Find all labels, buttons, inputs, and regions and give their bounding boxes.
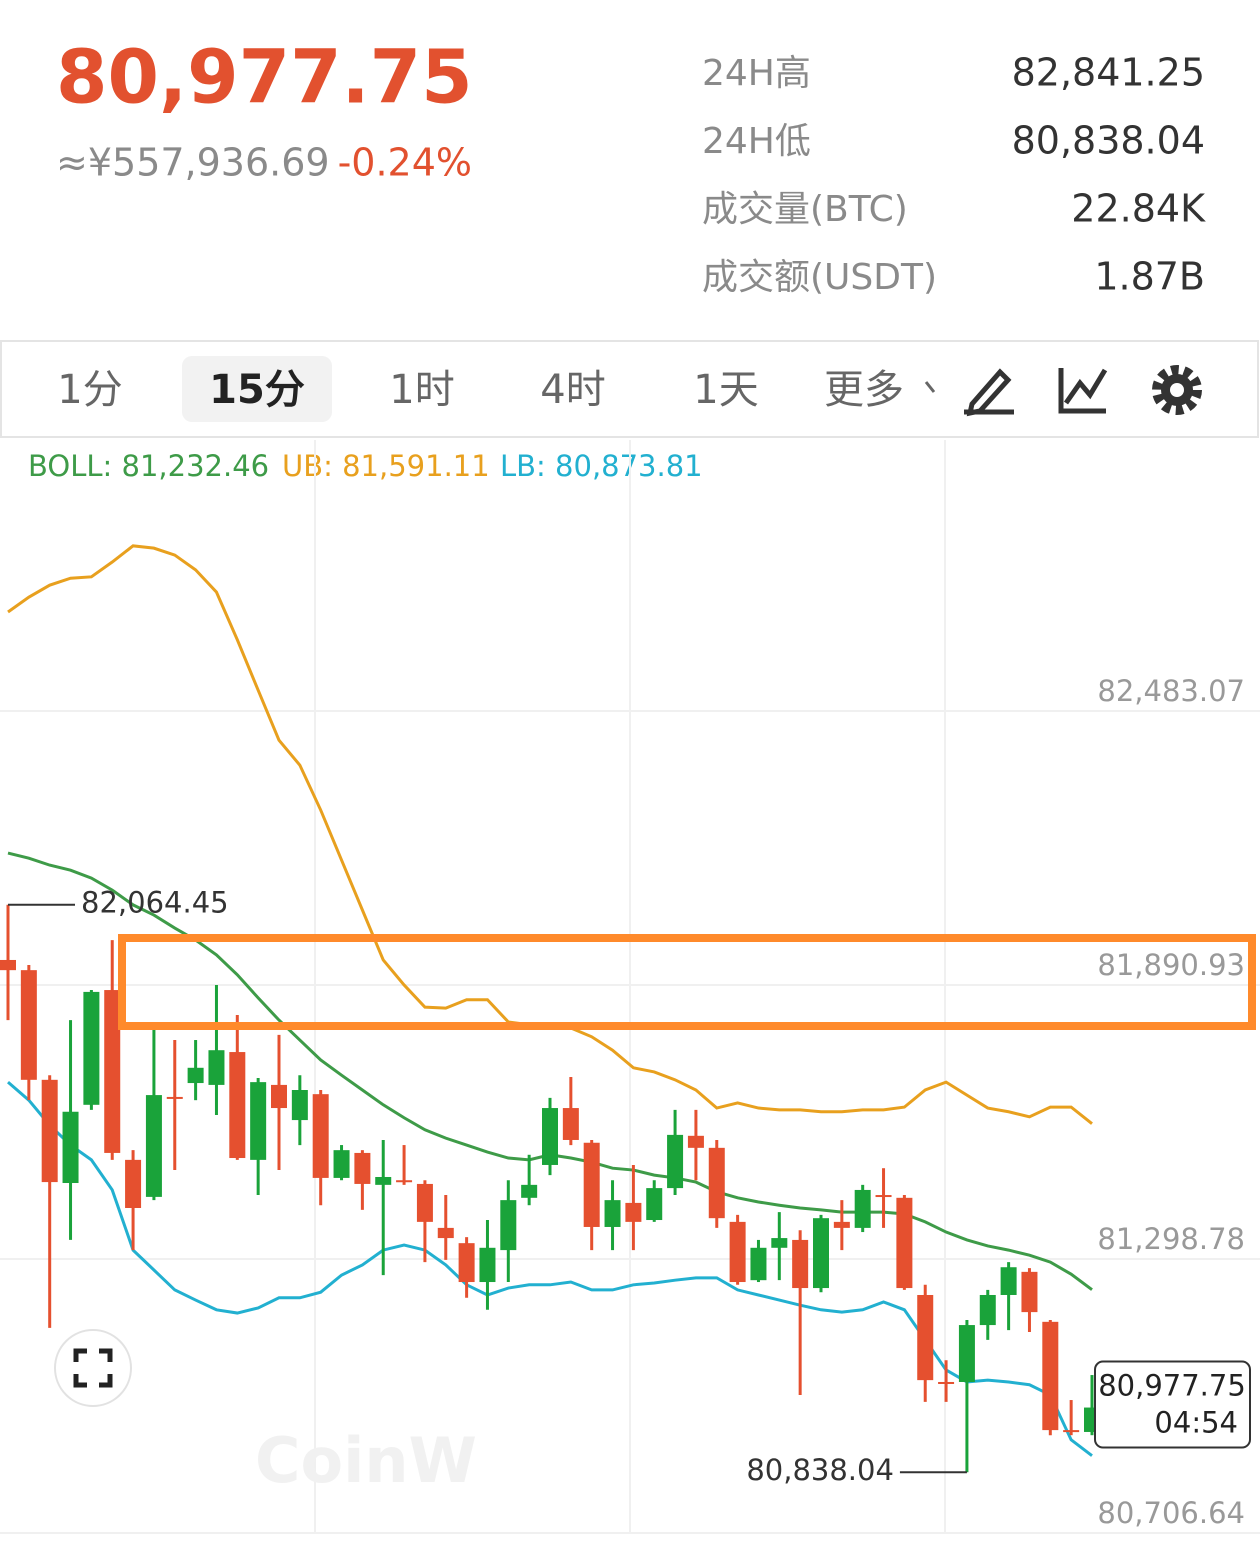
candle-body [187, 1067, 204, 1084]
candle-body [583, 1142, 600, 1227]
tab-highlight [182, 356, 332, 422]
tab[interactable]: 1分 [57, 367, 122, 413]
tabs: 1分 15分 1时 4时 1天 更多 [57, 367, 904, 413]
candle-body [938, 1381, 955, 1384]
price: 80,977.75 [56, 35, 473, 121]
candle-body [729, 1221, 746, 1283]
stat-label: 成交额(USDT) [702, 257, 937, 298]
change: -0.24% [338, 141, 472, 185]
candle-body [458, 1243, 475, 1283]
candle-body [271, 1084, 287, 1109]
plot: 80,706.64 81,298.78 81,890.93 82,483.07 Coin… [0, 440, 1260, 1534]
candle-body [500, 1200, 517, 1251]
candle-body [437, 1227, 454, 1239]
candle-body [813, 1218, 829, 1289]
cny-price: ≈¥557,936.69 [56, 141, 330, 185]
candle-body [646, 1188, 663, 1221]
candle-body [333, 1150, 350, 1178]
stat-value: 1.87B [1094, 255, 1205, 299]
last-price-box [1094, 1360, 1251, 1449]
candle-body [1021, 1271, 1038, 1313]
tab[interactable]: 15分 [209, 367, 305, 413]
extreme-label: 82,064.45 [81, 886, 229, 920]
candle-body [667, 1134, 684, 1189]
legend: BOLL: 81,232.46 UB: 81,591.11 LB: 80,873.8… [28, 449, 703, 483]
candle-body [792, 1239, 809, 1289]
highlight-box [118, 934, 1256, 1030]
candle-body [958, 1325, 975, 1382]
candle-body [250, 1082, 267, 1160]
fullscreen-button[interactable] [54, 1329, 132, 1407]
stat-label: 24H高 [702, 53, 811, 94]
candle-body [833, 1221, 850, 1228]
candle-body [875, 1195, 892, 1198]
legend-entry: UB: 81,591.11 [282, 449, 490, 483]
candle-body [312, 1094, 329, 1178]
candle-body [771, 1238, 788, 1248]
candle-body [687, 1135, 704, 1148]
y-tick-label: 82,483.07 [1097, 674, 1245, 708]
watermark: CoinW [255, 1424, 477, 1497]
candle-body [708, 1147, 725, 1219]
legend-entry: LB: 80,873.81 [500, 449, 703, 483]
candle-body [604, 1200, 621, 1227]
candle-body [104, 990, 121, 1153]
y-tick-label: 80,706.64 [1097, 1496, 1245, 1530]
candle-body [0, 959, 16, 971]
candle-body [1063, 1430, 1080, 1433]
y-tick-label: 81,298.78 [1097, 1222, 1245, 1256]
stat-value: 82,841.25 [1012, 51, 1205, 95]
band-line [7, 1080, 1093, 1457]
candle-body [521, 1184, 538, 1198]
tab[interactable]: 1时 [389, 367, 454, 413]
draw-icon[interactable] [964, 368, 1014, 417]
candle-body [750, 1247, 767, 1281]
candle-body [479, 1247, 496, 1283]
tab[interactable]: 更多 [824, 367, 904, 413]
last-price: 80,977.75 [1098, 1369, 1246, 1403]
candle-body [83, 991, 100, 1105]
candle-body [1042, 1321, 1059, 1431]
stats: 24H高 82,841.25 24H低 80,838.04 成交量(BTC) 22.84K… [702, 51, 1206, 299]
candle-body [854, 1189, 871, 1228]
candle-body [166, 1096, 183, 1099]
settings-icon[interactable] [1152, 365, 1202, 415]
candle-body [1000, 1267, 1017, 1295]
candle-body [917, 1294, 934, 1381]
candle-body [208, 1050, 225, 1085]
countdown: 04:54 [1154, 1406, 1238, 1440]
indicator-icon[interactable] [1058, 368, 1108, 414]
dropdown-caret [924, 381, 936, 393]
tab[interactable]: 4时 [540, 367, 605, 413]
candle-body [562, 1108, 579, 1140]
candle-body [145, 1095, 162, 1197]
stat-label: 成交量(BTC) [702, 189, 908, 230]
candle-body [396, 1180, 413, 1183]
tab[interactable]: 1天 [693, 367, 758, 413]
candle-body [229, 1052, 246, 1159]
legend-entry: BOLL: 81,232.46 [28, 449, 269, 483]
candle-body [896, 1197, 913, 1289]
candle-body [125, 1159, 142, 1208]
candle-body [354, 1152, 371, 1184]
candle-body [20, 970, 37, 1080]
candle-body [41, 1079, 58, 1183]
candle-body [291, 1089, 308, 1121]
stat-value: 22.84K [1071, 187, 1206, 231]
candle-body [979, 1294, 996, 1326]
candle-body [625, 1202, 642, 1222]
candle-body [416, 1183, 433, 1222]
extreme-label: 80,838.04 [746, 1453, 894, 1487]
candle-body [542, 1108, 558, 1165]
stat-label: 24H低 [702, 121, 811, 162]
candle-body [62, 1111, 79, 1184]
y-tick-label: 81,890.93 [1097, 948, 1245, 982]
candle-body [375, 1176, 392, 1185]
stat-value: 80,838.04 [1012, 119, 1205, 163]
